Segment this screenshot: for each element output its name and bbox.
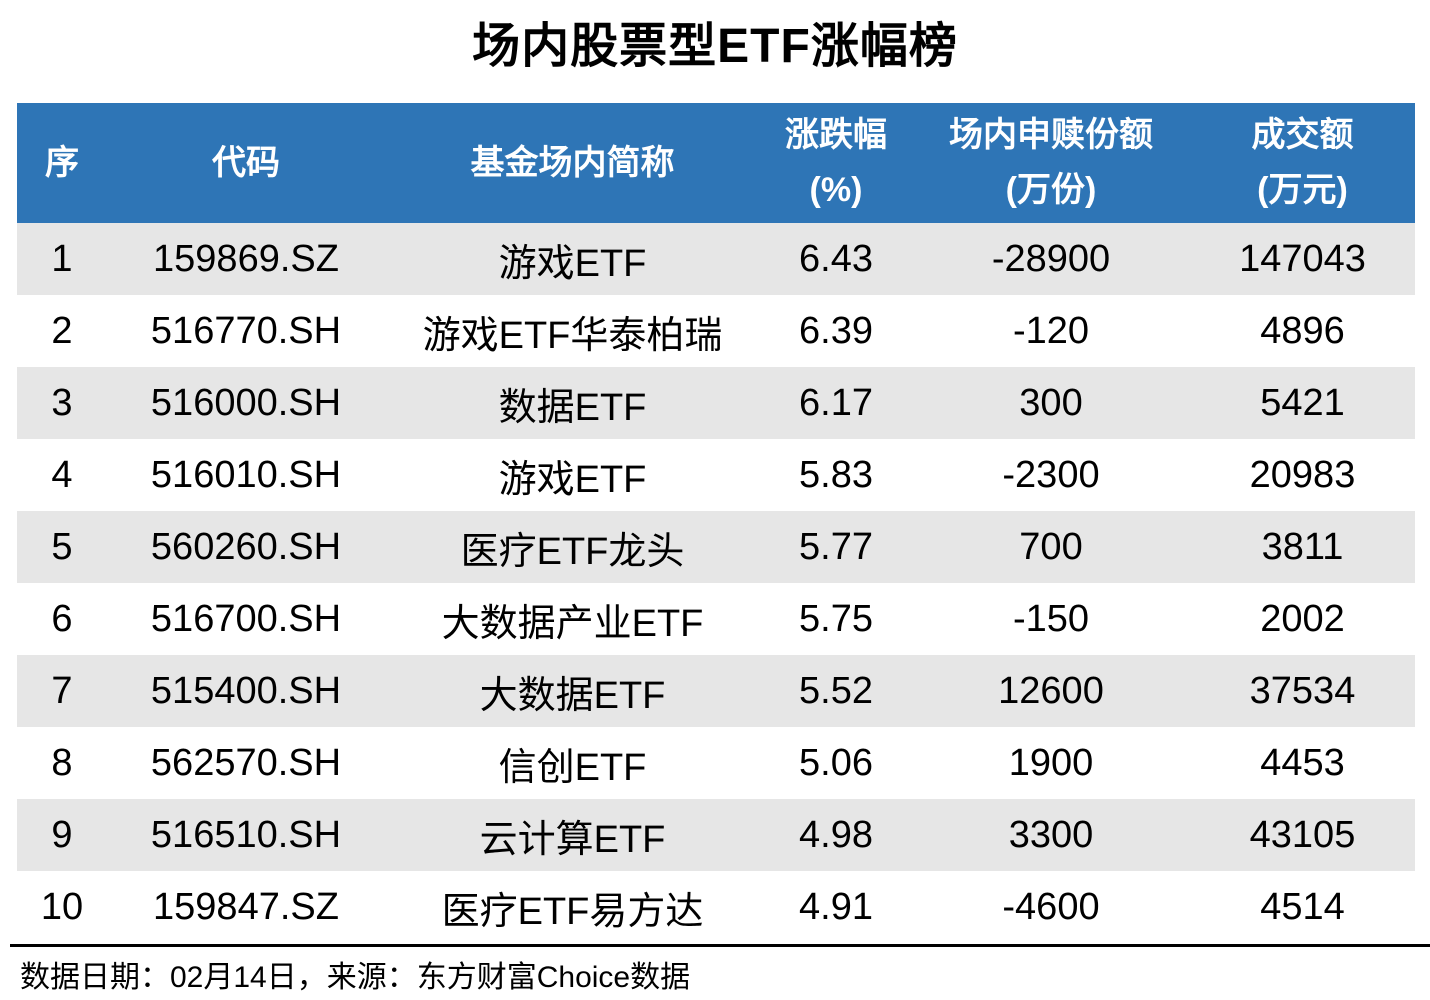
cell-code: 516010.SH <box>107 439 385 511</box>
cell-change-pct: 6.43 <box>760 223 912 295</box>
column-header-code: 代码 <box>107 103 385 223</box>
cell-rank: 10 <box>17 871 107 943</box>
cell-fund-name: 游戏ETF华泰柏瑞 <box>385 295 760 367</box>
column-header-redeem-shares: 场内申赎份额 (万份) <box>912 103 1190 223</box>
cell-fund-name: 游戏ETF <box>385 439 760 511</box>
column-header-label: 代码 <box>212 143 280 182</box>
cell-turnover: 37534 <box>1190 655 1415 727</box>
cell-fund-name: 数据ETF <box>385 367 760 439</box>
cell-code: 159847.SZ <box>107 871 385 943</box>
cell-turnover: 4453 <box>1190 727 1415 799</box>
cell-code: 560260.SH <box>107 511 385 583</box>
table-row: 7 515400.SH 大数据ETF 5.52 12600 37534 <box>17 655 1415 727</box>
column-header-label: 涨跌幅 <box>785 116 887 154</box>
cell-fund-name: 信创ETF <box>385 727 760 799</box>
footer-divider <box>10 944 1430 947</box>
cell-rank: 4 <box>17 439 107 511</box>
column-header-label: 场内申赎份额 <box>949 116 1153 154</box>
cell-turnover: 147043 <box>1190 223 1415 295</box>
cell-redeem-shares: 12600 <box>912 655 1190 727</box>
column-header-turnover: 成交额 (万元) <box>1190 103 1415 223</box>
cell-fund-name: 大数据产业ETF <box>385 583 760 655</box>
cell-redeem-shares: -150 <box>912 583 1190 655</box>
cell-change-pct: 5.06 <box>760 727 912 799</box>
column-header-label: 成交额 <box>1251 116 1354 154</box>
cell-redeem-shares: 700 <box>912 511 1190 583</box>
cell-fund-name: 医疗ETF龙头 <box>385 511 760 583</box>
cell-redeem-shares: 1900 <box>912 727 1190 799</box>
cell-code: 516510.SH <box>107 799 385 871</box>
cell-turnover: 4514 <box>1190 871 1415 943</box>
cell-turnover: 43105 <box>1190 799 1415 871</box>
cell-change-pct: 5.52 <box>760 655 912 727</box>
table-row: 4 516010.SH 游戏ETF 5.83 -2300 20983 <box>17 439 1415 511</box>
column-header-unit: (万份) <box>1005 171 1097 209</box>
data-source-note: 数据日期：02月14日，来源：东方财富Choice数据 <box>20 961 691 994</box>
table-row: 9 516510.SH 云计算ETF 4.98 3300 43105 <box>17 799 1415 871</box>
cell-change-pct: 4.91 <box>760 871 912 943</box>
cell-code: 159869.SZ <box>107 223 385 295</box>
cell-fund-name: 大数据ETF <box>385 655 760 727</box>
cell-redeem-shares: -28900 <box>912 223 1190 295</box>
cell-change-pct: 5.83 <box>760 439 912 511</box>
table-header-row: 序 代码 基金场内简称 涨跌幅 (%) 场内申赎份额 (万份) <box>17 103 1415 223</box>
cell-code: 515400.SH <box>107 655 385 727</box>
cell-redeem-shares: -120 <box>912 295 1190 367</box>
cell-fund-name: 医疗ETF易方达 <box>385 871 760 943</box>
cell-rank: 5 <box>17 511 107 583</box>
cell-fund-name: 云计算ETF <box>385 799 760 871</box>
table-row: 6 516700.SH 大数据产业ETF 5.75 -150 2002 <box>17 583 1415 655</box>
table-row: 1 159869.SZ 游戏ETF 6.43 -28900 147043 <box>17 223 1415 295</box>
cell-rank: 2 <box>17 295 107 367</box>
column-header-unit: (%) <box>809 171 863 209</box>
cell-code: 516000.SH <box>107 367 385 439</box>
table-row: 5 560260.SH 医疗ETF龙头 5.77 700 3811 <box>17 511 1415 583</box>
cell-rank: 8 <box>17 727 107 799</box>
table-row: 10 159847.SZ 医疗ETF易方达 4.91 -4600 4514 <box>17 871 1415 943</box>
cell-turnover: 2002 <box>1190 583 1415 655</box>
cell-fund-name: 游戏ETF <box>385 223 760 295</box>
column-header-label: 序 <box>45 143 79 182</box>
cell-rank: 3 <box>17 367 107 439</box>
cell-redeem-shares: 300 <box>912 367 1190 439</box>
cell-code: 562570.SH <box>107 727 385 799</box>
cell-turnover: 3811 <box>1190 511 1415 583</box>
column-header-label: 基金场内简称 <box>470 143 675 182</box>
column-header-change-pct: 涨跌幅 (%) <box>760 103 912 223</box>
cell-turnover: 5421 <box>1190 367 1415 439</box>
page-title: 场内股票型ETF涨幅榜 <box>472 20 958 73</box>
cell-turnover: 20983 <box>1190 439 1415 511</box>
table-row: 2 516770.SH 游戏ETF华泰柏瑞 6.39 -120 4896 <box>17 295 1415 367</box>
column-header-rank: 序 <box>17 103 107 223</box>
column-header-unit: (万元) <box>1257 171 1348 209</box>
cell-code: 516700.SH <box>107 583 385 655</box>
cell-redeem-shares: 3300 <box>912 799 1190 871</box>
cell-change-pct: 5.75 <box>760 583 912 655</box>
cell-rank: 1 <box>17 223 107 295</box>
cell-rank: 7 <box>17 655 107 727</box>
cell-redeem-shares: -2300 <box>912 439 1190 511</box>
cell-code: 516770.SH <box>107 295 385 367</box>
cell-turnover: 4896 <box>1190 295 1415 367</box>
column-header-fund-name: 基金场内简称 <box>385 103 760 223</box>
cell-change-pct: 4.98 <box>760 799 912 871</box>
cell-change-pct: 6.39 <box>760 295 912 367</box>
etf-ranking-table: 序 代码 基金场内简称 涨跌幅 (%) 场内申赎份额 (万份) <box>17 103 1415 943</box>
cell-change-pct: 5.77 <box>760 511 912 583</box>
cell-redeem-shares: -4600 <box>912 871 1190 943</box>
table-row: 3 516000.SH 数据ETF 6.17 300 5421 <box>17 367 1415 439</box>
cell-rank: 9 <box>17 799 107 871</box>
table-row: 8 562570.SH 信创ETF 5.06 1900 4453 <box>17 727 1415 799</box>
cell-rank: 6 <box>17 583 107 655</box>
cell-change-pct: 6.17 <box>760 367 912 439</box>
